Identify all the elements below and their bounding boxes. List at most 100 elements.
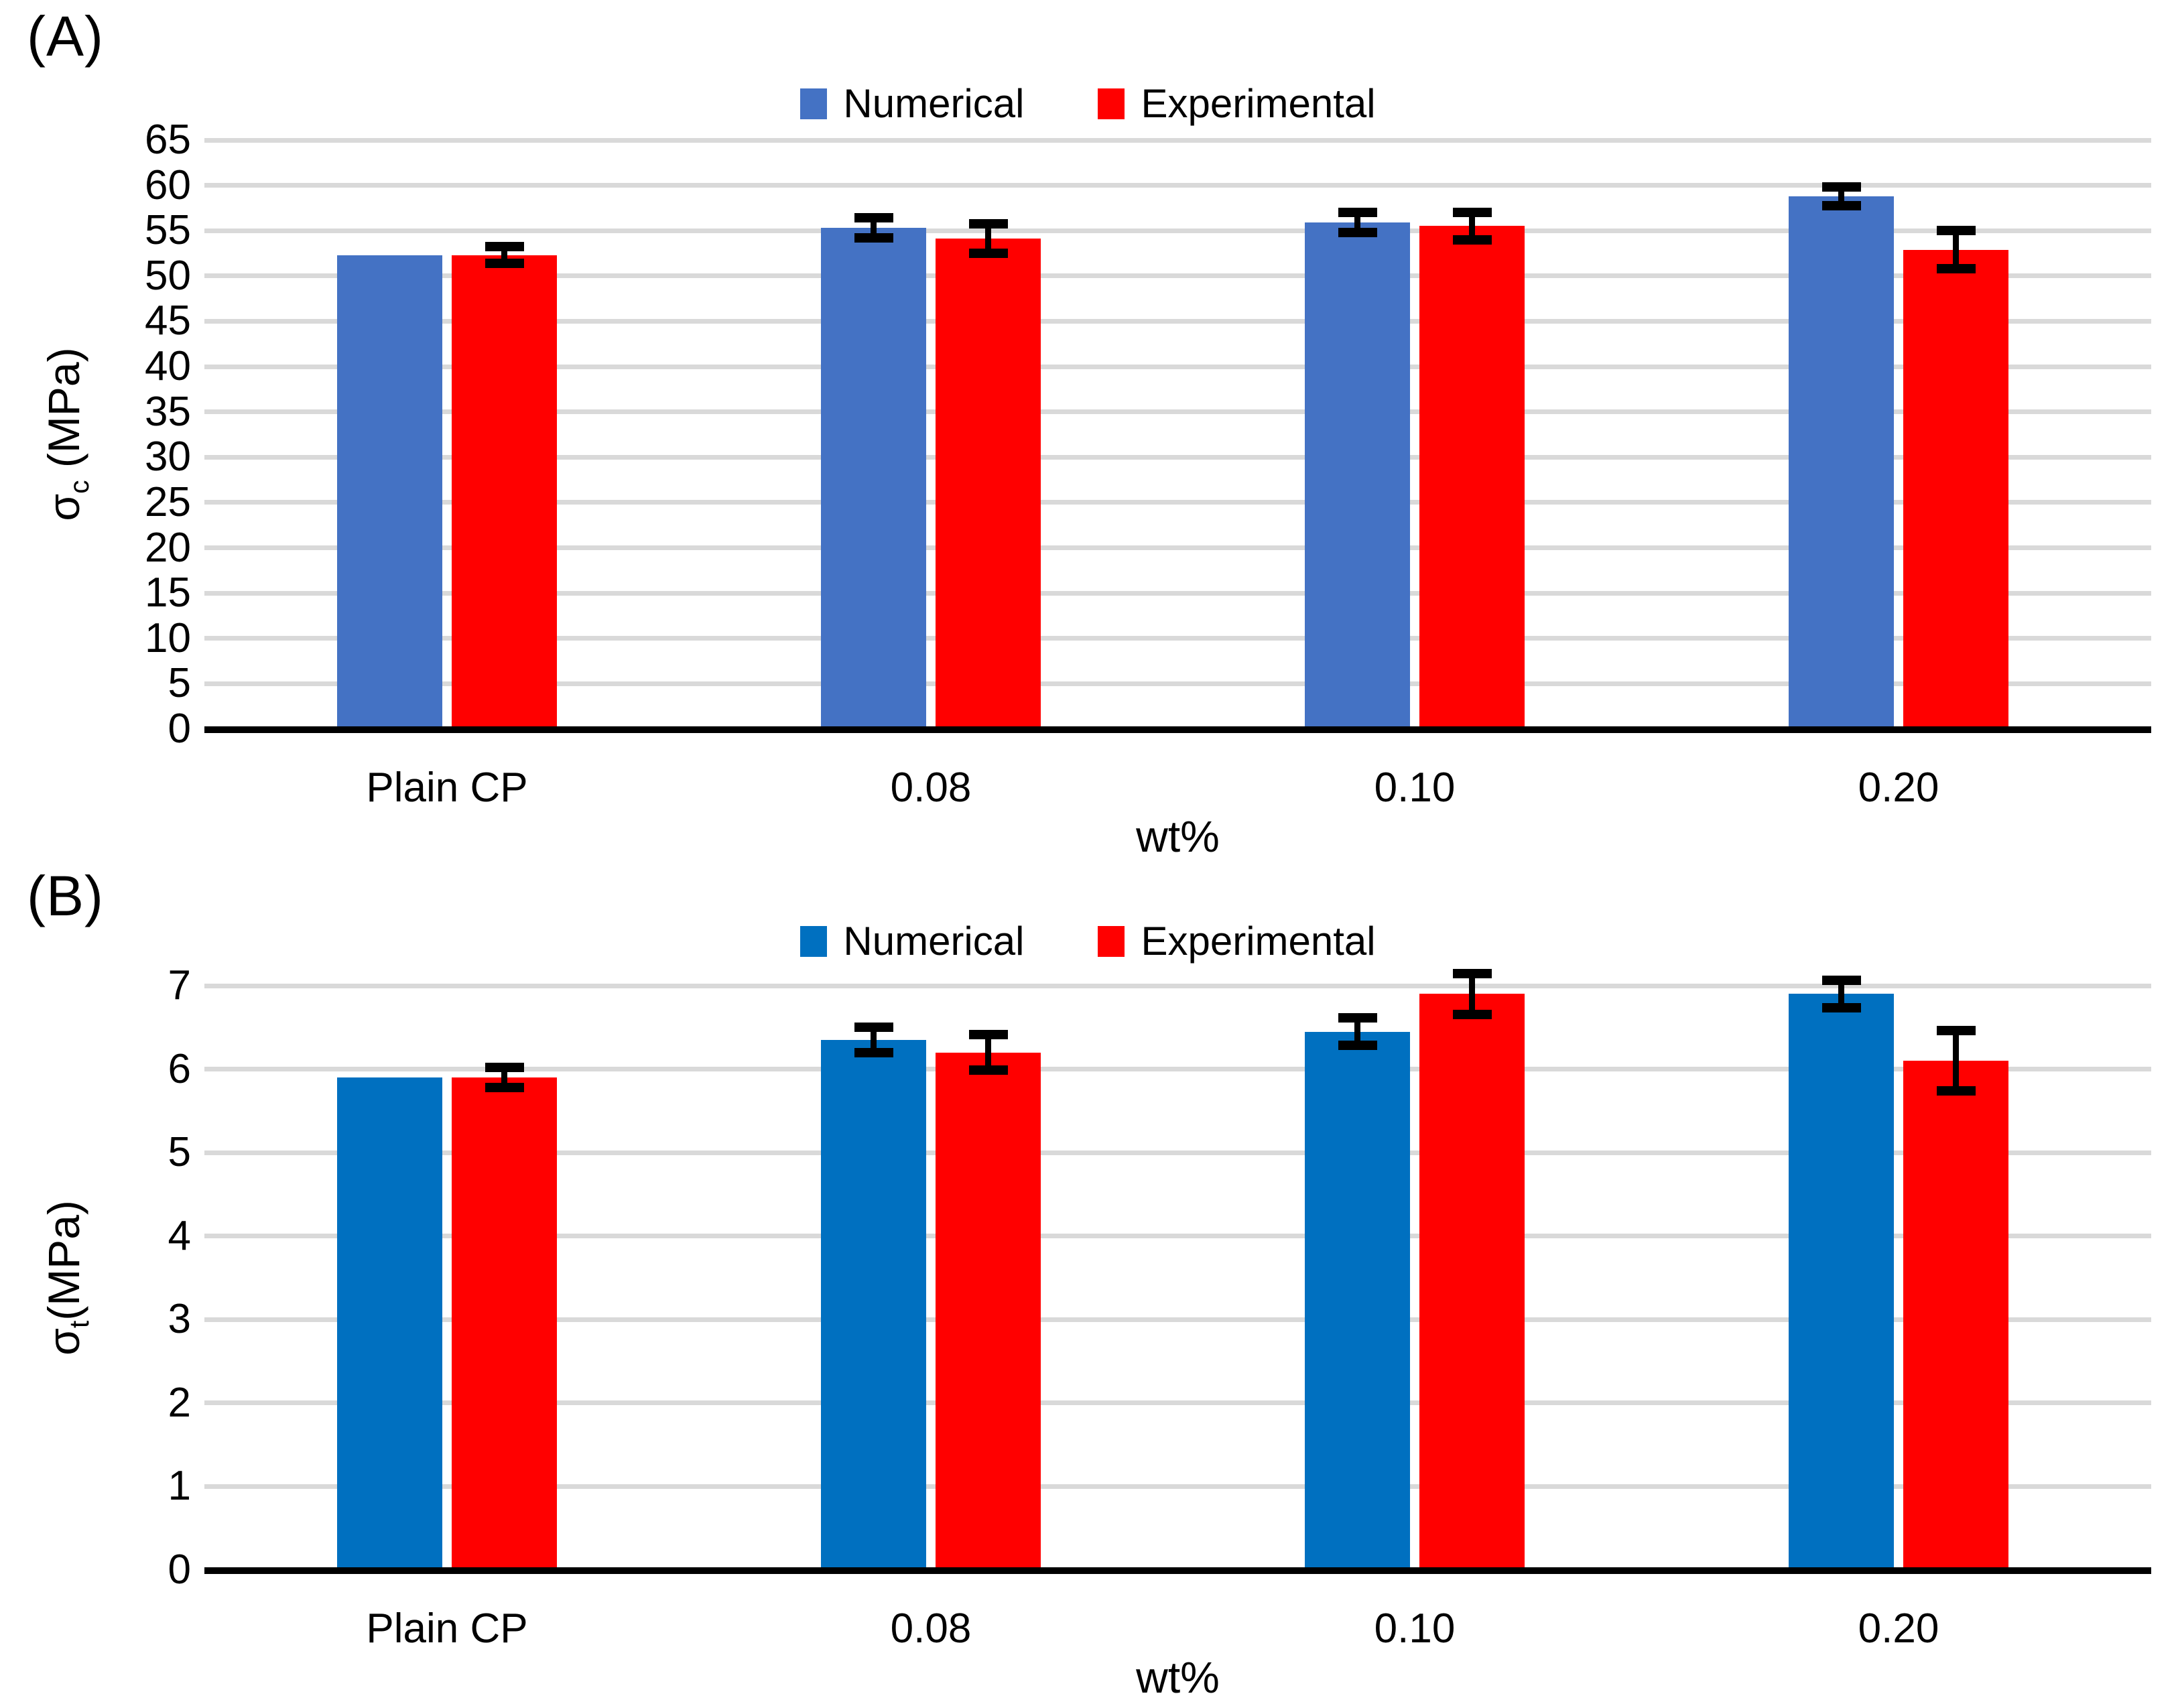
x-axis-line [204, 726, 2151, 733]
legend-label-numerical: Numerical [843, 81, 1025, 126]
y-axis-title-part: σ [39, 493, 88, 521]
error-cap-bottom-experimental-0-10 [1453, 235, 1492, 245]
error-cap-bottom-numerical-0-08 [854, 1048, 893, 1057]
numerical-swatch-icon [800, 926, 828, 957]
gridline-y65 [204, 138, 2151, 143]
gridline-y4 [204, 1234, 2151, 1238]
x-tick-0-08: 0.08 [890, 765, 972, 811]
error-cap-top-experimental-0-10 [1453, 969, 1492, 978]
x-tick-0-10: 0.10 [1374, 765, 1456, 811]
legend-item-numerical: Numerical [800, 921, 1024, 962]
x-tick-0-20: 0.20 [1858, 765, 1939, 811]
gridline-y20 [204, 545, 2151, 550]
gridline-y5 [204, 1151, 2151, 1155]
error-cap-top-numerical-0-08 [854, 1023, 893, 1032]
y-tick-1: 1 [168, 1463, 191, 1509]
y-tick-60: 60 [145, 162, 191, 208]
error-cap-bottom-experimental-plain-cp [485, 1083, 524, 1092]
error-cap-top-numerical-0-20 [1822, 182, 1861, 192]
y-tick-20: 20 [145, 525, 191, 571]
error-cap-top-experimental-0-08 [969, 219, 1008, 228]
experimental-swatch-icon [1098, 88, 1125, 119]
gridline-y55 [204, 228, 2151, 233]
bar-experimental-0-20 [1903, 1061, 2008, 1570]
y-tick-40: 40 [145, 343, 191, 389]
y-tick-4: 4 [168, 1213, 191, 1259]
error-bar-numerical-0-20 [1838, 980, 1844, 1008]
error-cap-bottom-numerical-0-20 [1822, 1003, 1861, 1012]
legend-item-experimental: Experimental [1098, 81, 1376, 126]
error-cap-top-experimental-0-08 [969, 1030, 1008, 1039]
gridline-y45 [204, 319, 2151, 324]
y-tick-0: 0 [168, 706, 191, 752]
gridline-y15 [204, 591, 2151, 596]
error-cap-top-numerical-0-10 [1338, 208, 1377, 217]
error-cap-bottom-experimental-0-08 [969, 1065, 1008, 1075]
bar-experimental-plain-cp [452, 255, 557, 729]
legend-label-numerical: Numerical [843, 919, 1025, 964]
y-tick-50: 50 [145, 253, 191, 299]
legend: Numerical Experimental [0, 76, 2176, 132]
x-tick-0-20: 0.20 [1858, 1605, 1939, 1652]
x-axis-title: wt% [1136, 1652, 1220, 1702]
error-cap-bottom-experimental-plain-cp [485, 259, 524, 268]
y-tick-0: 0 [168, 1547, 191, 1593]
y-tick-55: 55 [145, 207, 191, 253]
error-cap-top-numerical-0-08 [854, 213, 893, 222]
panel-letter-b: (B) [27, 864, 104, 927]
bar-experimental-0-08 [936, 239, 1041, 729]
error-bar-numerical-0-20 [1838, 186, 1844, 206]
error-cap-bottom-numerical-0-10 [1338, 1041, 1377, 1050]
legend-label-experimental: Experimental [1141, 81, 1376, 126]
error-bar-numerical-0-10 [1354, 212, 1360, 233]
gridline-y50 [204, 273, 2151, 278]
bar-numerical-plain-cp [337, 1077, 442, 1570]
y-axis-title-part: c [64, 480, 95, 494]
error-bar-experimental-0-20 [1953, 1030, 1959, 1092]
error-cap-top-numerical-0-10 [1338, 1013, 1377, 1023]
error-cap-bottom-numerical-0-20 [1822, 201, 1861, 210]
error-cap-bottom-experimental-0-10 [1453, 1010, 1492, 1019]
error-cap-top-numerical-0-20 [1822, 976, 1861, 985]
error-cap-bottom-numerical-0-10 [1338, 228, 1377, 237]
bar-numerical-plain-cp [337, 255, 442, 729]
gridline-y3 [204, 1317, 2151, 1322]
y-axis-title-part: (MPa) [39, 1200, 88, 1321]
numerical-swatch-icon [800, 88, 828, 119]
error-bar-numerical-0-08 [871, 1027, 877, 1053]
y-tick-35: 35 [145, 389, 191, 435]
gridline-y25 [204, 500, 2151, 505]
y-tick-3: 3 [168, 1296, 191, 1342]
error-cap-top-experimental-0-20 [1937, 1026, 1976, 1035]
panel-letter-a: (A) [27, 5, 104, 68]
y-axis-title: σt(MPa) [33, 1023, 94, 1532]
bar-numerical-0-10 [1305, 222, 1410, 729]
bar-numerical-0-20 [1789, 196, 1894, 729]
bar-numerical-0-20 [1789, 994, 1894, 1570]
error-bar-numerical-0-10 [1354, 1017, 1360, 1045]
x-axis-line [204, 1567, 2151, 1574]
error-cap-top-experimental-0-20 [1937, 226, 1976, 235]
error-bar-experimental-0-10 [1469, 973, 1475, 1014]
y-axis-title-part: σ [39, 1328, 88, 1356]
legend-label-experimental: Experimental [1141, 919, 1376, 964]
bar-numerical-0-10 [1305, 1032, 1410, 1570]
error-bar-experimental-0-08 [985, 223, 991, 254]
x-tick-0-08: 0.08 [890, 1605, 972, 1652]
error-bar-experimental-0-08 [985, 1034, 991, 1071]
x-tick-0-10: 0.10 [1374, 1605, 1456, 1652]
gridline-y30 [204, 455, 2151, 460]
error-bar-experimental-0-10 [1469, 212, 1475, 241]
y-tick-7: 7 [168, 962, 191, 1008]
error-cap-bottom-experimental-0-08 [969, 249, 1008, 258]
y-axis-title-part: (MPa) [39, 347, 88, 480]
gridline-y2 [204, 1400, 2151, 1405]
x-axis-title: wt% [1136, 811, 1220, 861]
y-tick-2: 2 [168, 1380, 191, 1426]
legend: Numerical Experimental [0, 913, 2176, 970]
x-tick-plain-cp: Plain CP [366, 765, 528, 811]
gridline-y35 [204, 409, 2151, 414]
gridline-y10 [204, 636, 2151, 641]
experimental-swatch-icon [1098, 926, 1125, 957]
